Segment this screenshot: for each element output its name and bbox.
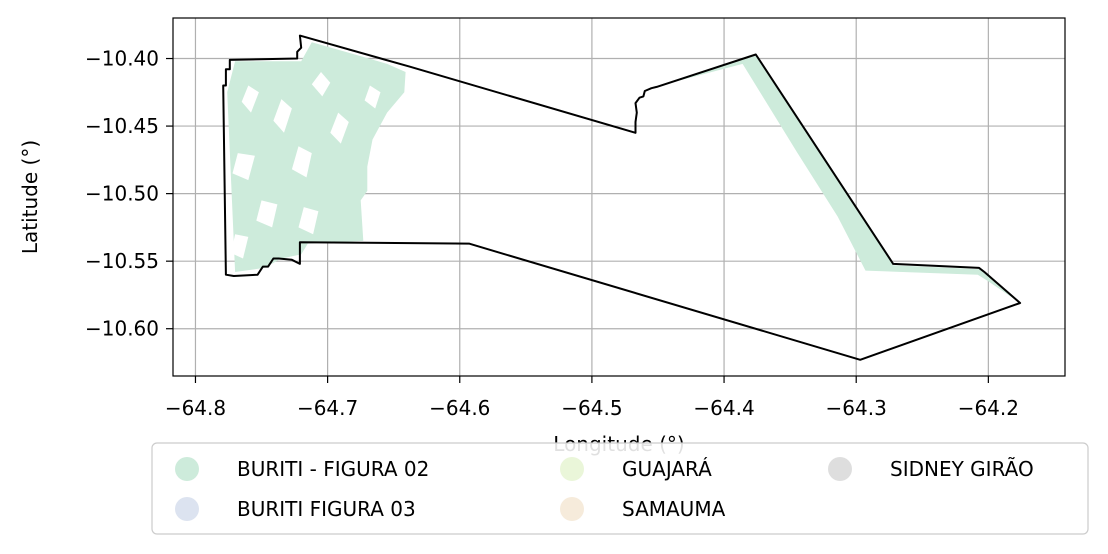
x-tick-label: −64.5 — [561, 396, 622, 420]
clearing-patch — [311, 72, 331, 97]
clearing-patch — [231, 234, 249, 259]
y-tick-label: −10.50 — [85, 182, 159, 206]
y-tick-label: −10.45 — [85, 114, 159, 138]
y-tick-label: −10.40 — [85, 47, 159, 71]
clearing-patch — [330, 112, 349, 144]
legend-marker — [560, 497, 584, 521]
buriti-area-polygon — [655, 55, 1021, 303]
legend-entries: BURITI - FIGURA 02 BURITI FIGURA 03 GUAJAR… — [175, 457, 1034, 521]
legend-marker — [828, 457, 852, 481]
y-tick-label: −10.55 — [85, 249, 159, 273]
x-tick-label: −64.8 — [165, 396, 226, 420]
y-axis-label: Latitude (°) — [18, 140, 42, 254]
x-tick-label: −64.3 — [826, 396, 887, 420]
municipality-boundary — [222, 34, 1022, 361]
boundary-outline — [222, 34, 1022, 361]
legend-label: BURITI - FIGURA 02 — [237, 457, 429, 481]
legend-label: SIDNEY GIRÃO — [890, 457, 1034, 481]
clearing-patch — [291, 146, 312, 178]
clearing-patch — [298, 207, 319, 235]
y-tick-label: −10.60 — [85, 317, 159, 341]
legend-marker — [175, 457, 199, 481]
x-tick-label: −64.2 — [958, 396, 1019, 420]
clearing-patch — [241, 85, 259, 113]
x-tick-label: −64.4 — [693, 396, 754, 420]
legend-marker — [175, 497, 199, 521]
legend-marker — [560, 457, 584, 481]
x-axis-ticks: −64.8 −64.7 −64.6 −64.5 −64.4 −64.3 −64.2 — [165, 376, 1019, 420]
clearing-patch — [256, 200, 278, 228]
clearing-patch — [364, 85, 381, 109]
legend-frame — [151, 442, 1089, 535]
legend-label: GUAJARÁ — [622, 457, 712, 481]
plot-frame — [172, 17, 1066, 377]
clearing-patch — [273, 99, 292, 133]
legend: BURITI - FIGURA 02 BURITI FIGURA 03 GUAJAR… — [151, 442, 1089, 535]
x-tick-label: −64.6 — [429, 396, 490, 420]
x-tick-label: −64.7 — [297, 396, 358, 420]
legend-label: SAMAUMA — [622, 497, 726, 521]
clearing-patches — [231, 72, 381, 259]
clearing-patch — [232, 153, 255, 181]
legend-label: BURITI FIGURA 03 — [237, 497, 416, 521]
y-axis-ticks: −10.40 −10.45 −10.50 −10.55 −10.60 — [85, 47, 173, 341]
